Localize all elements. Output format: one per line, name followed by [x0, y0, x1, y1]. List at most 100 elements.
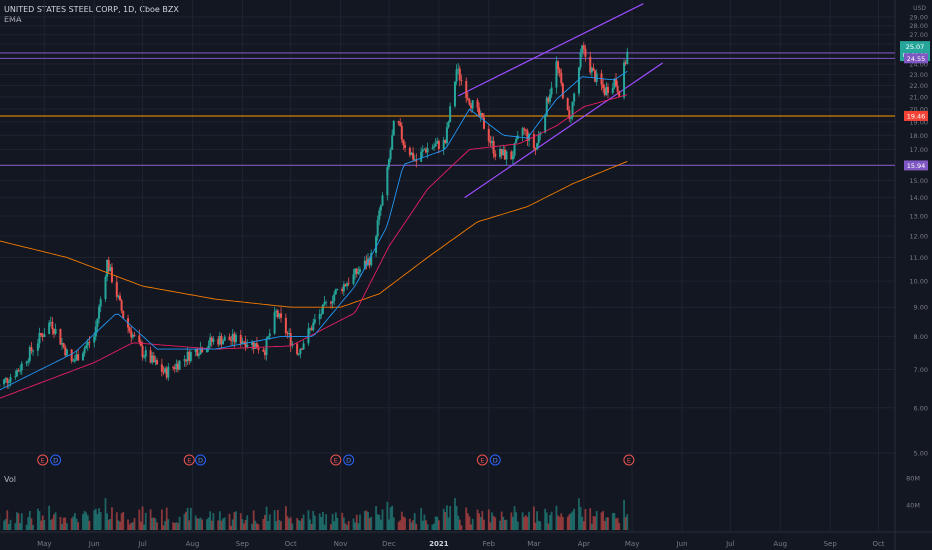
volume-bar	[107, 519, 110, 530]
volume-bar	[503, 519, 506, 530]
volume-bar	[83, 511, 86, 530]
candle-body	[246, 344, 249, 348]
candle-body	[334, 289, 337, 295]
volume-bar	[267, 521, 270, 530]
volume-bar	[86, 515, 89, 530]
candle-body	[595, 73, 598, 82]
volume-bar	[188, 520, 191, 530]
candle-body	[412, 152, 415, 160]
candle-body	[4, 377, 7, 380]
volume-bar	[603, 521, 606, 530]
candle-body	[566, 98, 569, 110]
candle-body	[616, 85, 619, 92]
volume-bar	[425, 520, 427, 530]
candle-body	[162, 371, 165, 373]
earnings-marker: E	[623, 454, 635, 466]
volume-bar	[65, 523, 68, 530]
volume-bar	[51, 518, 54, 530]
candle-body	[138, 335, 141, 343]
candle-body	[605, 86, 608, 96]
price-tick-label: 11.00	[909, 254, 928, 262]
volume-bar	[333, 521, 336, 530]
volume-bar	[302, 514, 305, 530]
volume-bar	[48, 505, 51, 530]
candle-body	[310, 328, 313, 331]
volume-bar	[368, 518, 371, 530]
volume-bar	[16, 512, 18, 530]
candle-body	[548, 94, 551, 102]
candle-body	[286, 333, 289, 334]
candle-body	[357, 271, 360, 274]
volume-bar	[561, 516, 564, 530]
volume-bar	[354, 522, 357, 530]
volume-bar	[235, 511, 237, 530]
volume-bar	[196, 518, 199, 530]
volume-bar	[268, 514, 271, 530]
channel-line	[457, 3, 644, 97]
volume-bar	[177, 523, 179, 530]
volume-bar	[143, 524, 146, 530]
candle-body	[436, 140, 439, 144]
price-tick-label: 7.00	[914, 366, 928, 374]
candle-body	[152, 355, 155, 363]
volume-bar	[4, 519, 7, 530]
candle-body	[17, 370, 20, 372]
candle-body	[397, 121, 400, 123]
volume-bar	[296, 518, 299, 530]
volume-bar	[233, 512, 236, 530]
volume-bar	[536, 511, 538, 530]
volume-bar	[178, 516, 181, 530]
volume-bar	[144, 512, 147, 530]
volume-bar	[365, 510, 368, 530]
price-level-tag	[904, 53, 928, 64]
candle-body	[130, 331, 133, 338]
volume-bar	[346, 525, 348, 530]
candle-body	[59, 328, 62, 345]
volume-bar	[412, 520, 414, 530]
volume-bar	[434, 516, 437, 530]
candle-body	[408, 147, 411, 156]
volume-bar	[14, 523, 17, 530]
volume-bar	[341, 512, 344, 530]
candle-body	[534, 148, 537, 150]
candle-body	[70, 349, 73, 362]
volume-bar	[465, 507, 468, 530]
volume-bar	[623, 499, 625, 530]
volume-bar	[3, 520, 5, 530]
marker-circle	[330, 454, 342, 466]
candle-body	[175, 363, 178, 370]
volume-bar	[389, 507, 392, 530]
candle-body	[141, 345, 144, 358]
currency-label: USD	[913, 5, 926, 12]
volume-bar	[500, 511, 503, 530]
candle-body	[470, 104, 473, 109]
price-tick-label: 27.00	[909, 31, 928, 39]
volume-bar	[455, 505, 458, 530]
candle-body	[300, 348, 303, 350]
candle-body	[325, 302, 328, 303]
volume-bar	[478, 513, 481, 530]
candle-body	[611, 87, 614, 93]
candle-body	[207, 345, 210, 349]
candle-body	[494, 153, 497, 157]
candle-body	[318, 313, 321, 320]
volume-bar	[28, 510, 31, 530]
volume-bar	[558, 516, 561, 530]
candle-body	[603, 88, 606, 96]
volume-bar	[584, 509, 587, 530]
candle-body	[167, 366, 170, 378]
volume-bar	[471, 518, 474, 530]
volume-bar	[528, 511, 530, 530]
volume-bar	[331, 514, 334, 530]
candle-body	[61, 343, 64, 345]
candle-body	[544, 116, 547, 133]
volume-bar	[413, 513, 416, 530]
candle-body	[515, 138, 518, 144]
volume-bar	[357, 523, 360, 530]
volume-bar	[156, 522, 158, 530]
candle-body	[433, 146, 436, 148]
candle-body	[370, 252, 373, 266]
volume-bar	[127, 519, 129, 530]
chart-title: UNITED STATES STEEL CORP, 1D, Cboe BZX	[4, 5, 179, 14]
